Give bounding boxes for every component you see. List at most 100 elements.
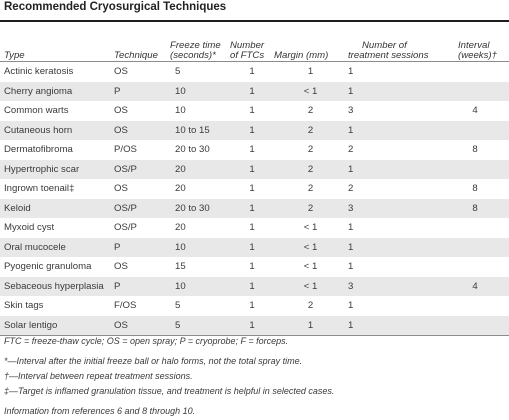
cell-technique: OS (114, 183, 128, 195)
cell-type: Common warts (4, 105, 69, 117)
cell-type: Solar lentigo (0, 315, 112, 336)
cell-freeze-time: 20 (175, 222, 186, 234)
cell-type: Keloid (0, 198, 112, 218)
cell-margin: 1 (307, 66, 314, 78)
cell-type: Pyogenic granuloma (4, 261, 92, 273)
cell-freeze-time: 5 (170, 315, 230, 336)
cell-margin: 2 (307, 300, 314, 312)
cell-margin: 2 (307, 105, 314, 117)
table-row: Ingrown toenail‡ OS 20 1 2 2 8 (0, 179, 509, 199)
cell-interval (441, 296, 509, 316)
cell-freeze-time: 5 (175, 66, 181, 78)
cell-freeze-time: 15 (175, 261, 186, 273)
cell-interval (441, 120, 509, 140)
table-row: Common warts OS 10 1 2 3 4 (0, 101, 509, 121)
cell-margin: < 1 (274, 81, 347, 101)
cell-type: Oral mucocele (0, 237, 112, 257)
cell-interval (441, 159, 509, 179)
cell-ftc-count: 1 (249, 222, 255, 234)
cell-type: Dermatofibroma (4, 144, 73, 156)
cell-technique: OS/P (112, 159, 170, 179)
cell-sessions: 1 (347, 159, 441, 179)
header-freeze-line1: Freeze time (170, 40, 221, 51)
cell-margin: < 1 (303, 261, 318, 273)
cell-sessions: 1 (348, 300, 354, 312)
cell-ftc-count: 1 (249, 105, 255, 117)
footnote-double-dagger: ‡—Target is inflamed granulation tissue,… (4, 386, 335, 396)
cell-ftc-count: 1 (230, 315, 274, 336)
cell-ftc-count: 1 (249, 261, 255, 273)
cryosurgical-techniques-table: Type Technique Freeze time (seconds)* Num… (0, 31, 509, 336)
cell-freeze-time: 10 to 15 (170, 120, 230, 140)
cell-ftc-count: 1 (230, 159, 274, 179)
cell-technique: P (112, 81, 170, 101)
table-row: Hypertrophic scar OS/P 20 1 2 1 (0, 159, 509, 179)
table-title: Recommended Cryosurgical Techniques (4, 1, 227, 13)
cell-freeze-time: 10 (170, 276, 230, 296)
cell-interval: 8 (472, 183, 478, 195)
table-row: Solar lentigo OS 5 1 1 1 (0, 315, 509, 336)
cell-ftc-count: 1 (249, 144, 255, 156)
cell-margin: < 1 (274, 237, 347, 257)
cell-sessions: 2 (348, 144, 354, 156)
header-freeze-time: Freeze time (seconds)* (170, 31, 230, 62)
cell-margin: 2 (274, 120, 347, 140)
cell-interval (441, 237, 509, 257)
header-ftc-line1: Number (230, 40, 265, 51)
cell-sessions: 3 (347, 276, 441, 296)
cell-freeze-time: 5 (175, 300, 181, 312)
cell-ftc-count: 1 (230, 120, 274, 140)
cell-sessions: 3 (347, 198, 441, 218)
table-row: Myxoid cyst OS/P 20 1 < 1 1 (0, 218, 509, 238)
header-ftc-line2: of FTCs (230, 50, 265, 61)
header-row: Type Technique Freeze time (seconds)* Num… (0, 31, 509, 62)
cell-sessions: 1 (347, 81, 441, 101)
cell-interval (441, 315, 509, 336)
cell-sessions: 1 (347, 237, 441, 257)
cell-freeze-time: 20 (175, 183, 186, 195)
table-row: Keloid OS/P 20 to 30 1 2 3 8 (0, 198, 509, 218)
cell-margin: 1 (274, 315, 347, 336)
cell-ftc-count: 1 (230, 198, 274, 218)
cell-technique: OS/P (112, 198, 170, 218)
cell-type: Hypertrophic scar (0, 159, 112, 179)
cell-freeze-time: 20 to 30 (175, 144, 210, 156)
cell-sessions: 1 (348, 66, 354, 78)
cell-type: Cutaneous horn (0, 120, 112, 140)
cell-type: Skin tags (4, 300, 44, 312)
cell-interval: 8 (441, 198, 509, 218)
cell-freeze-time: 10 (175, 105, 186, 117)
title-rule (0, 20, 509, 22)
cell-interval: 8 (472, 144, 478, 156)
cell-type: Cherry angioma (0, 81, 112, 101)
cell-interval (441, 62, 509, 82)
table-row: Dermatofibroma P/OS 20 to 30 1 2 2 8 (0, 140, 509, 160)
cell-sessions: 1 (348, 222, 354, 234)
header-margin: Margin (mm) (274, 31, 347, 62)
cell-interval (441, 218, 509, 238)
cell-sessions: 1 (347, 315, 441, 336)
cell-ftc-count: 1 (249, 300, 255, 312)
cell-ftc-count: 1 (230, 237, 274, 257)
cell-freeze-time: 20 to 30 (170, 198, 230, 218)
header-freeze-line2: (seconds)* (170, 50, 216, 61)
cell-margin: 2 (274, 198, 347, 218)
header-interval: Interval (weeks)† (441, 31, 509, 62)
cell-sessions: 1 (348, 261, 354, 273)
header-interval-line2: (weeks)† (458, 50, 497, 61)
cell-type: Myxoid cyst (4, 222, 55, 234)
header-ftc-count: Number of FTCs (230, 31, 274, 62)
cell-interval (441, 81, 509, 101)
header-technique: Technique (112, 31, 170, 62)
cell-freeze-time: 10 (170, 237, 230, 257)
cell-technique: OS (112, 315, 170, 336)
cell-freeze-time: 10 (170, 81, 230, 101)
cell-technique: OS (112, 120, 170, 140)
cell-margin: 2 (274, 159, 347, 179)
cell-technique: F/OS (114, 300, 137, 312)
cell-technique: OS (114, 261, 128, 273)
header-interval-line1: Interval (458, 40, 490, 51)
